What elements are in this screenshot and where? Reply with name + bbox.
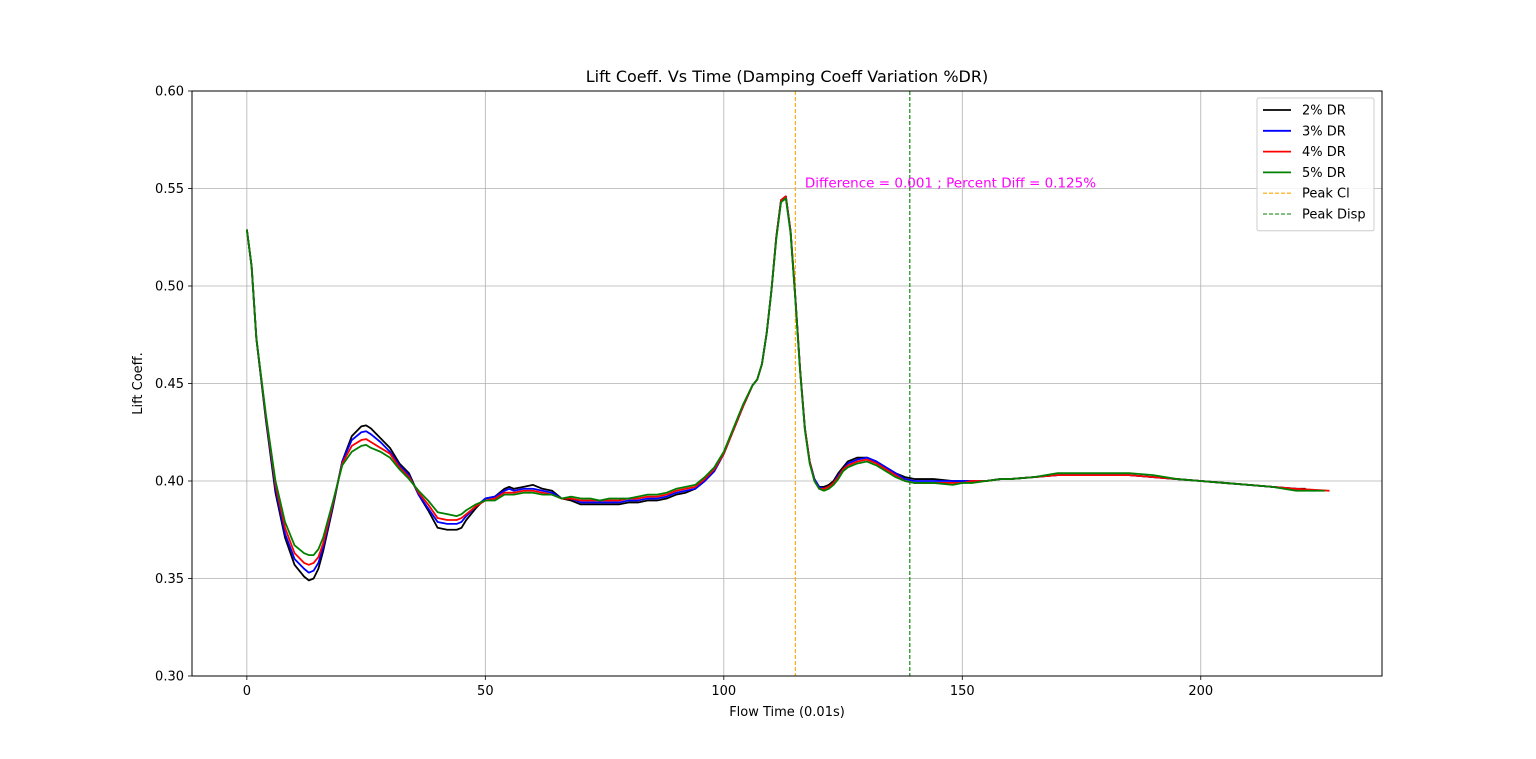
y-axis-label: Lift Coeff. [131,352,146,415]
legend-label: Peak Disp [1302,208,1366,223]
y-tick-label: 0.45 [155,377,184,392]
x-tick-label: 200 [1188,684,1213,699]
x-tick-label: 150 [950,684,975,699]
series-line-5pct-dr [245,197,1325,556]
y-tick-label: 0.35 [155,572,184,587]
legend: 2% DR 3% DR 4% DR 5% DR Peak Cl Peak Disp [1256,97,1375,232]
legend-label: 2% DR [1302,104,1346,119]
x-tick-label: 100 [711,684,736,699]
legend-label: 5% DR [1302,166,1346,181]
y-tick-label: 0.50 [155,280,184,295]
x-tick-label: 0 [243,684,251,699]
y-tick-label: 0.30 [155,670,184,685]
legend-label: Peak Cl [1302,187,1350,202]
x-tick-label: 50 [477,684,494,699]
y-tick-label: 0.55 [155,182,184,197]
y-tick-label: 0.60 [155,85,184,100]
axis-ticks: 0 50 100 150 200 0.30 0.35 0.40 0.45 0.50 0.55 0.60 [155,85,1213,700]
peak-difference-annotation: Difference = 0.001 ; Percent Diff = 0.12… [805,176,1096,192]
series-line-4pct-dr [245,195,1330,566]
series-line-3pct-dr [245,195,1316,574]
marker-lines [794,91,911,676]
x-axis-label: Flow Time (0.01s) [729,705,845,720]
legend-label: 4% DR [1302,145,1346,160]
legend-label: 3% DR [1302,124,1346,139]
series-lines [245,195,1330,582]
y-tick-label: 0.40 [155,475,184,490]
chart-title: Lift Coeff. Vs Time (Damping Coeff Varia… [586,67,988,86]
grid [192,90,1382,677]
